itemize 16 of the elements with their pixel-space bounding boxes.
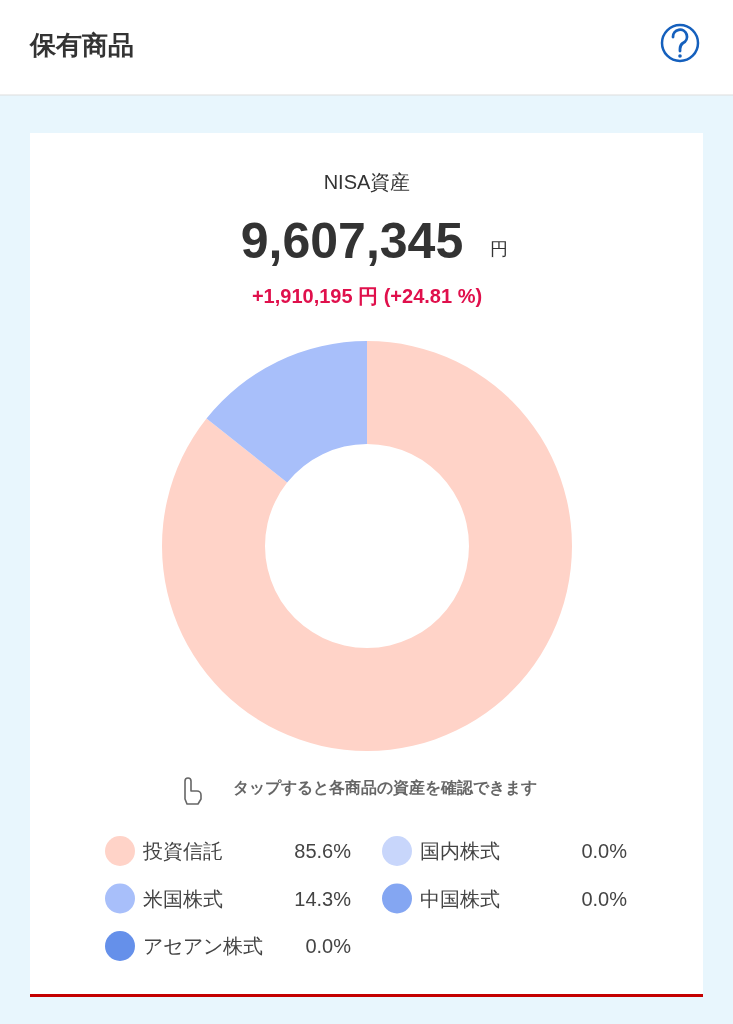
legend-label: 中国株式 bbox=[420, 887, 500, 910]
text: +1,910,195 円 (+24.81 %) bbox=[251, 285, 483, 307]
text: 円 bbox=[490, 239, 508, 259]
legend-label: アセアン株式 bbox=[143, 935, 263, 957]
legend-label: 国内株式 bbox=[420, 840, 500, 862]
legend-label: 米国株式 bbox=[143, 887, 223, 910]
legend-label: 投資信託 bbox=[142, 840, 223, 862]
text: タップすると各商品の資産を確認できます bbox=[233, 778, 537, 797]
chart-title: 保有商品 bbox=[29, 30, 134, 60]
data-label: 14.3% bbox=[294, 887, 352, 910]
text: 9,607,345 bbox=[240, 213, 464, 269]
text: 0.0% bbox=[581, 887, 627, 910]
text: 0.0% bbox=[305, 935, 351, 957]
text: 0.0% bbox=[581, 840, 627, 862]
data-label: 85.6% bbox=[294, 840, 352, 862]
chart-subtitle: NISA資産 bbox=[323, 171, 411, 193]
